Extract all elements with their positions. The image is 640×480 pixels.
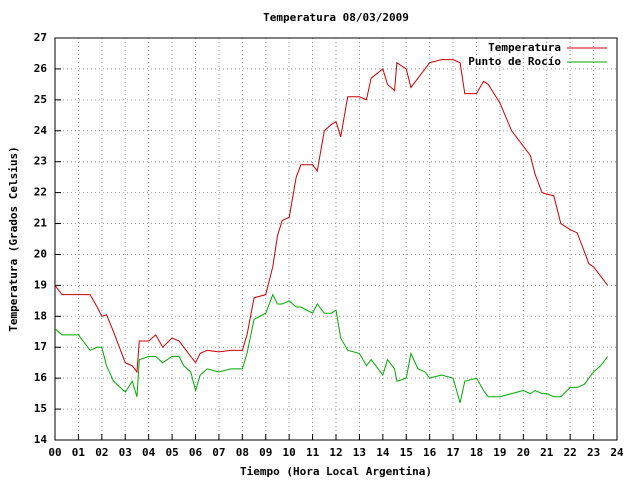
y-tick-label: 25 [34,93,47,106]
x-tick-label: 01 [72,446,86,459]
x-tick-label: 11 [306,446,320,459]
x-tick-label: 14 [376,446,390,459]
x-tick-label: 23 [587,446,600,459]
y-tick-label: 21 [34,217,48,230]
x-tick-label: 12 [329,446,342,459]
x-tick-label: 08 [236,446,249,459]
y-tick-label: 19 [34,278,47,291]
y-tick-label: 22 [34,186,47,199]
y-tick-label: 20 [34,247,47,260]
y-axis-label: Temperatura (Grados Celsius) [7,146,20,331]
x-tick-label: 13 [353,446,366,459]
legend-label: Temperatura [488,41,561,54]
x-tick-label: 15 [400,446,413,459]
plot-frame [54,37,618,441]
x-tick-label: 04 [142,446,156,459]
x-tick-label: 18 [470,446,483,459]
y-tick-label: 24 [34,124,48,137]
x-tick-label: 24 [610,446,624,459]
y-tick-label: 18 [34,309,47,322]
x-tick-label: 22 [564,446,577,459]
y-tick-label: 14 [34,433,48,446]
x-tick-label: 06 [189,446,203,459]
x-tick-label: 00 [48,446,61,459]
y-tick-label: 27 [34,31,47,44]
x-tick-label: 19 [493,446,506,459]
x-tick-label: 21 [540,446,554,459]
y-tick-label: 16 [34,371,48,384]
x-tick-label: 10 [283,446,296,459]
x-tick-label: 02 [95,446,108,459]
x-tick-label: 20 [517,446,530,459]
data-line [54,293,609,404]
legend-label: Punto de Rocío [468,55,561,68]
y-tick-label: 15 [34,402,47,415]
x-tick-label: 07 [212,446,225,459]
y-tick-label: 17 [34,340,47,353]
chart-title: Temperatura 08/03/2009 [263,11,409,24]
x-tick-label: 09 [259,446,272,459]
x-tick-label: 03 [119,446,132,459]
x-tick-label: 17 [446,446,459,459]
x-tick-label: 16 [423,446,437,459]
data-line [54,59,609,374]
y-tick-label: 26 [34,62,48,75]
y-tick-label: 23 [34,155,47,168]
x-axis-label: Tiempo (Hora Local Argentina) [240,465,432,478]
x-tick-label: 05 [165,446,178,459]
